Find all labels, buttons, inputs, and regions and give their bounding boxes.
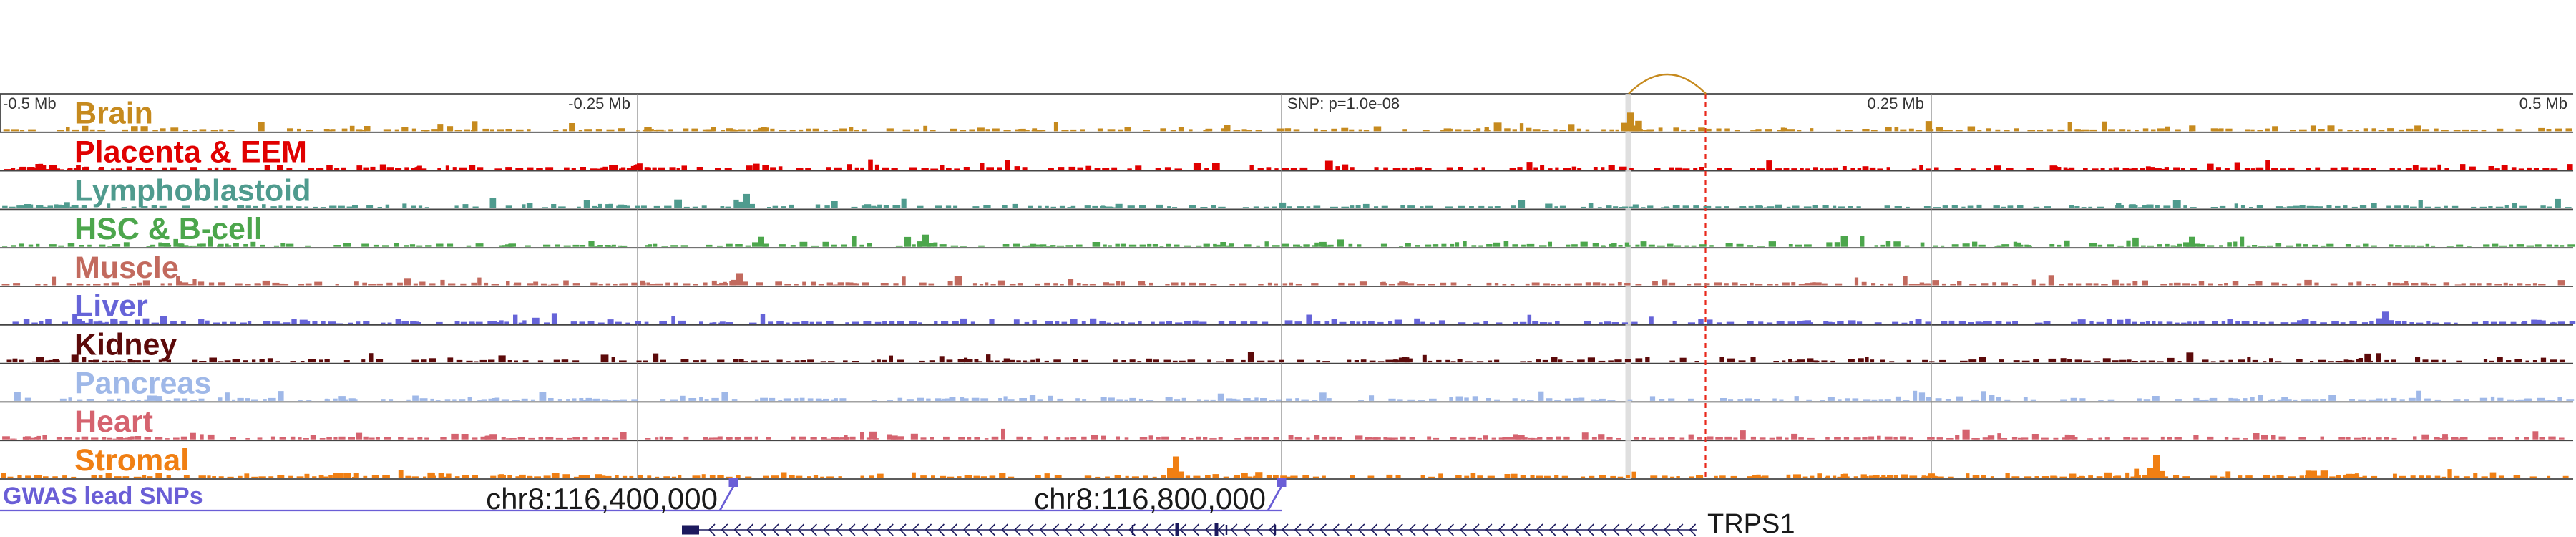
svg-text:Stromal: Stromal: [74, 443, 189, 478]
svg-text:0.25 Mb: 0.25 Mb: [1868, 95, 1925, 112]
svg-text:-0.25 Mb: -0.25 Mb: [568, 95, 630, 112]
svg-text:Brain: Brain: [74, 97, 153, 131]
svg-text:Placenta & EEM: Placenta & EEM: [74, 135, 307, 170]
svg-text:chr8:116,400,000: chr8:116,400,000: [486, 482, 718, 516]
svg-text:Kidney: Kidney: [74, 328, 177, 362]
svg-text:0.5 Mb: 0.5 Mb: [2519, 95, 2567, 112]
svg-text:Lymphoblastoid: Lymphoblastoid: [74, 173, 311, 208]
svg-text:HSC & B-cell: HSC & B-cell: [74, 212, 263, 246]
svg-text:SNP: p=1.0e-08: SNP: p=1.0e-08: [1287, 95, 1400, 112]
svg-text:Pancreas: Pancreas: [74, 366, 211, 400]
svg-text:TRPS1: TRPS1: [1707, 509, 1795, 537]
svg-text:-0.5 Mb: -0.5 Mb: [3, 95, 57, 112]
svg-text:Heart: Heart: [74, 405, 153, 439]
svg-text:GWAS lead SNPs: GWAS lead SNPs: [3, 483, 203, 510]
svg-text:Liver: Liver: [74, 289, 148, 324]
svg-text:Muscle: Muscle: [74, 251, 179, 285]
svg-text:chr8:116,800,000: chr8:116,800,000: [1034, 482, 1266, 516]
